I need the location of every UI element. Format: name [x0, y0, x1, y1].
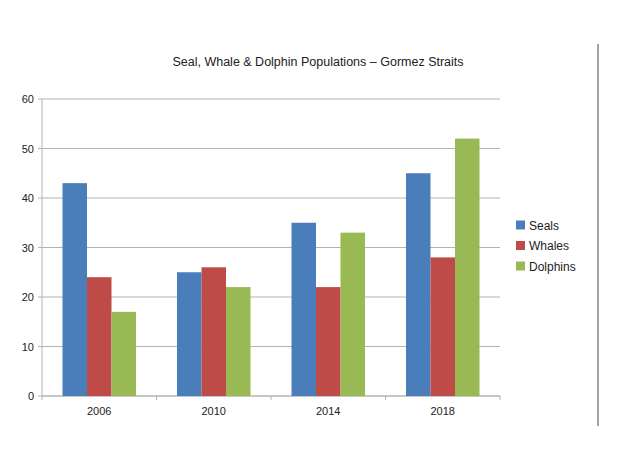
bar [177, 272, 202, 396]
grid-line [42, 247, 500, 248]
y-tick-label: 50 [22, 143, 34, 155]
tick-mark [38, 148, 42, 149]
tick-mark [38, 346, 42, 347]
grid-line [42, 198, 500, 199]
y-tick-label: 20 [22, 291, 34, 303]
x-tick-mark [500, 396, 501, 400]
tick-mark [38, 99, 42, 100]
legend-swatch [516, 221, 525, 230]
y-tick-label: 40 [22, 192, 34, 204]
bar [341, 233, 366, 396]
tick-mark [38, 198, 42, 199]
legend-swatch [516, 241, 525, 250]
bar [87, 277, 112, 396]
bar [112, 312, 137, 396]
legend-label: Dolphins [529, 260, 576, 274]
y-axis [42, 99, 43, 396]
grid-line [42, 148, 500, 149]
bar [226, 287, 251, 396]
tick-mark [38, 297, 42, 298]
y-tick-label: 10 [22, 341, 34, 353]
x-tick-mark [42, 396, 43, 400]
bar [455, 139, 480, 396]
legend-label: Whales [529, 239, 569, 253]
chart-root: Seal, Whale & Dolphin Populations – Gorm… [0, 0, 640, 449]
x-tick-label: 2018 [431, 405, 455, 417]
y-tick-label: 60 [22, 93, 34, 105]
tick-mark [38, 247, 42, 248]
bar [292, 223, 317, 396]
bar [406, 173, 431, 396]
x-tick-mark [385, 396, 386, 400]
bar [202, 267, 227, 396]
x-tick-label: 2014 [316, 405, 340, 417]
tick-mark [38, 396, 42, 397]
bar [63, 183, 88, 396]
legend-swatch [516, 262, 525, 271]
x-tick-mark [271, 396, 272, 400]
grid-line [42, 99, 500, 100]
y-tick-label: 0 [28, 390, 34, 402]
legend-label: Seals [529, 219, 559, 233]
bars [63, 139, 480, 396]
x-tick-label: 2006 [87, 405, 111, 417]
x-tick-mark [156, 396, 157, 400]
y-tick-label: 30 [22, 242, 34, 254]
bar [431, 257, 456, 396]
chart: Seal, Whale & Dolphin Populations – Gorm… [0, 0, 640, 449]
x-tick-label: 2010 [202, 405, 226, 417]
chart-title: Seal, Whale & Dolphin Populations – Gorm… [172, 55, 463, 69]
bar [316, 287, 341, 396]
frame-line [598, 44, 599, 426]
